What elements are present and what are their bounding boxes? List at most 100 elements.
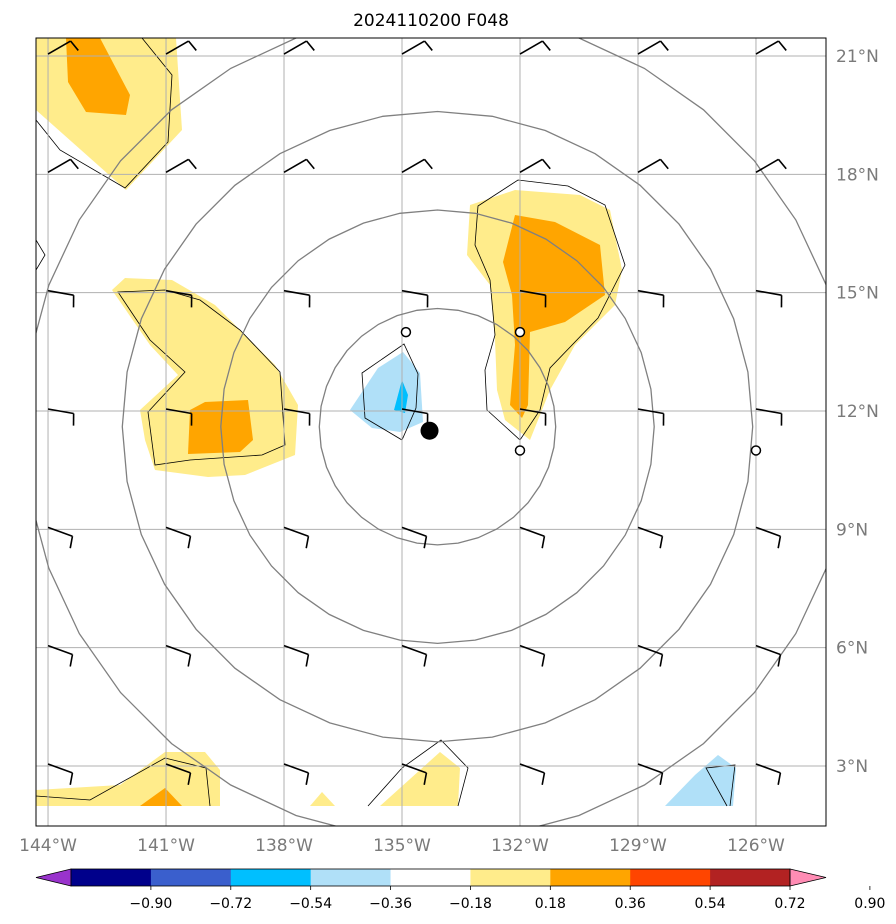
longitude-tick-label: 129°W	[609, 836, 667, 856]
latitude-tick-label: 21°N	[836, 47, 879, 67]
colorbar-tick-label: −0.72	[209, 896, 252, 912]
colorbar-tick-label: 0.18	[535, 896, 566, 912]
wind-barb	[283, 289, 311, 308]
contour-nw-2	[36, 239, 46, 271]
station-circle	[400, 326, 412, 338]
colorbar-bin	[230, 869, 312, 886]
wind-barb	[401, 289, 429, 308]
anomaly-fill-ne-dark	[503, 215, 605, 418]
colorbar-frame	[70, 868, 791, 887]
wind-barb	[755, 526, 782, 549]
colorbar: −0.90 −0.72 −0.54 −0.36 −0.18 0.18 0.36 0.54 0.7…	[35, 868, 885, 912]
colorbar-tick-label: 0.90	[854, 896, 885, 912]
figure-title: 2024110200 F048	[353, 11, 509, 31]
wind-barb	[401, 526, 428, 549]
anomaly-fill-center-neg1	[350, 352, 423, 432]
contour-s	[367, 739, 469, 807]
wind-barb	[637, 763, 664, 785]
range-ring	[36, 38, 826, 826]
colorbar-extend-low	[35, 868, 72, 887]
wind-barb	[519, 408, 547, 426]
wind-barb	[165, 40, 197, 55]
map-panel	[36, 38, 736, 807]
longitude-tick-label: 144°W	[19, 836, 77, 856]
anomaly-fill-sw-dark	[140, 788, 182, 806]
wind-barb	[47, 644, 74, 667]
wind-barb	[47, 158, 79, 174]
anomaly-fill-nw-dark	[66, 38, 130, 115]
wind-barb	[283, 526, 310, 549]
latitude-tick-label: 6°N	[836, 639, 868, 659]
wind-barb	[165, 408, 193, 426]
wind-barb	[165, 289, 193, 308]
wind-barb	[283, 644, 310, 667]
wind-barb	[755, 158, 787, 174]
colorbar-tick-label: −0.90	[129, 896, 172, 912]
latitude-tick-label: 3°N	[836, 757, 868, 777]
wind-barb	[519, 289, 547, 308]
wind-barb	[519, 158, 551, 174]
range-rings	[36, 38, 826, 826]
colorbar-bin	[390, 869, 471, 886]
wind-barb	[755, 408, 783, 426]
longitude-tick-label: 135°W	[373, 836, 431, 856]
wind-barb	[637, 408, 665, 426]
wind-barb	[401, 40, 433, 55]
negative-anomaly-fills	[350, 352, 736, 806]
wind-barb	[519, 763, 546, 785]
latitude-tick-label: 15°N	[836, 284, 879, 304]
range-ring	[121, 110, 754, 743]
wind-barb	[165, 158, 197, 174]
wind-barb	[401, 158, 433, 174]
colorbar-bin	[310, 869, 392, 886]
longitude-tick-label: 132°W	[491, 836, 549, 856]
longitude-tick-label: 126°W	[727, 836, 785, 856]
wind-barb	[637, 40, 669, 55]
colorbar-tick-label: 0.72	[774, 896, 805, 912]
latitude-tick-label: 12°N	[836, 402, 879, 422]
colorbar-tick-label: −0.36	[369, 896, 412, 912]
anomaly-contours	[36, 38, 736, 807]
wind-barb	[637, 158, 669, 174]
wind-barb	[755, 644, 782, 667]
wind-barb	[283, 40, 315, 55]
wind-barb	[519, 644, 546, 667]
wind-barb	[47, 763, 74, 785]
latitude-tick-label: 18°N	[836, 165, 879, 185]
wind-barbs	[47, 40, 787, 785]
longitude-tick-label: 141°W	[137, 836, 195, 856]
wind-barb	[401, 644, 428, 667]
contour-nw	[36, 38, 173, 189]
wind-barb	[283, 158, 315, 174]
longitude-tick-label: 138°W	[255, 836, 313, 856]
colorbar-tick-label: 0.36	[615, 896, 646, 912]
contour-sw	[36, 757, 211, 807]
contour-se	[705, 764, 736, 807]
station-circle	[750, 445, 762, 456]
colorbar-bin	[150, 869, 232, 886]
station-circle	[514, 326, 526, 338]
wind-barb	[401, 763, 428, 785]
colorbar-extend-high	[789, 868, 827, 887]
wind-barb	[637, 289, 665, 308]
wind-barb	[165, 644, 192, 667]
contour-ne	[474, 179, 626, 441]
wind-barb	[755, 289, 783, 308]
wind-barb	[47, 289, 75, 308]
wind-barb	[165, 763, 192, 785]
contour-center	[361, 343, 419, 441]
wind-barb	[637, 644, 664, 667]
anomaly-fill-s-small	[310, 792, 335, 806]
wind-barb	[519, 40, 551, 55]
latitude-labels: 21°N 18°N 15°N 12°N 9°N 6°N 3°N	[836, 47, 879, 777]
wind-barb	[283, 408, 311, 426]
wind-barb	[47, 408, 75, 426]
anomaly-fill-center-neg2	[394, 380, 408, 413]
colorbar-tick-label: 0.54	[695, 896, 726, 912]
colorbar-bin	[710, 869, 791, 886]
wind-barb	[47, 40, 79, 55]
anomaly-fill-w-light	[112, 278, 298, 477]
colorbar-bin	[630, 869, 711, 886]
storm-center-marker	[420, 421, 439, 440]
